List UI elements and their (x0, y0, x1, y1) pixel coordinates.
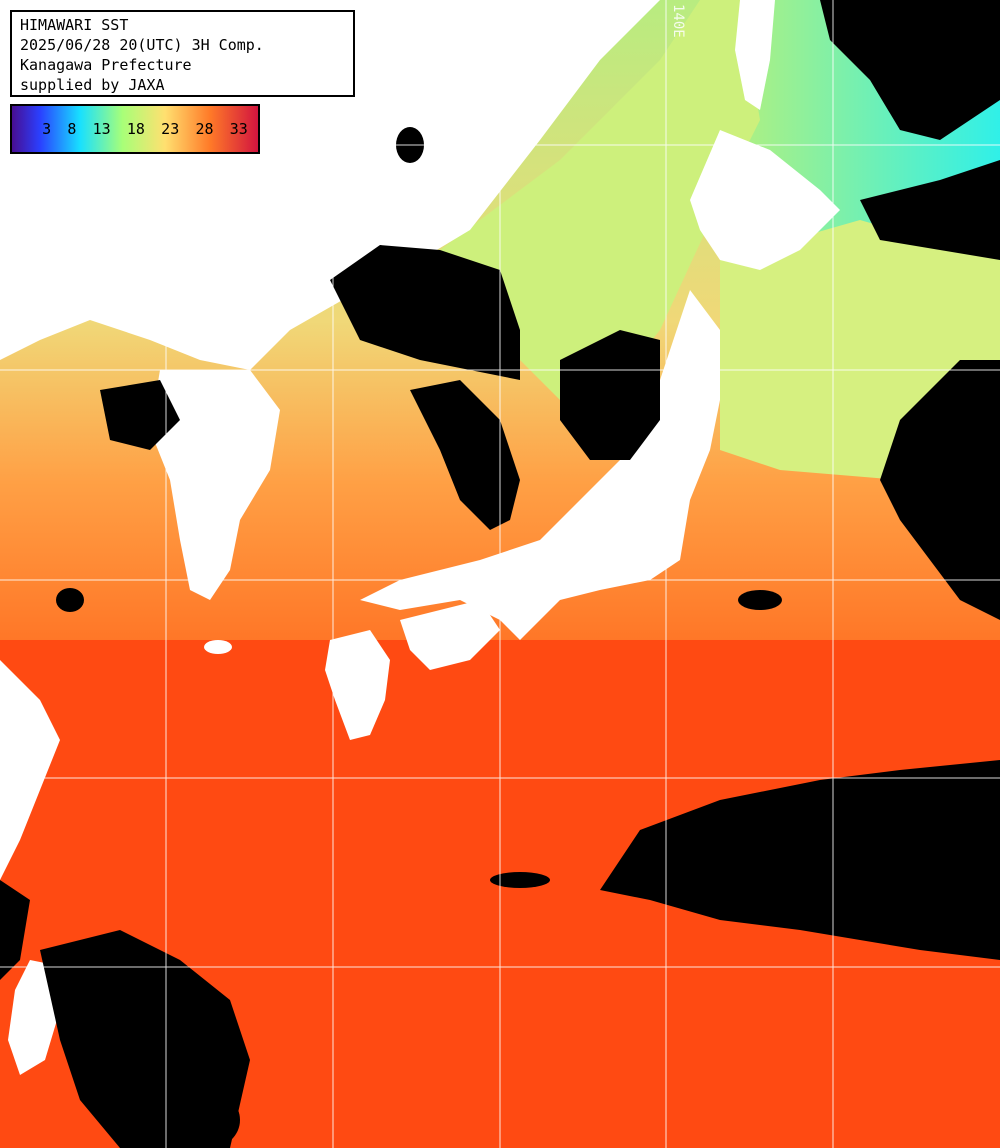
sst-colorbar: 3 8 13 18 23 28 33 (10, 104, 260, 154)
cloud-northeast (820, 0, 1000, 140)
korean-peninsula-land (150, 370, 280, 600)
honshu-land (360, 290, 720, 640)
map-info-box: HIMAWARI SST 2025/06/28 20(UTC) 3H Comp.… (10, 10, 355, 97)
cloud-yellow-sea (100, 380, 180, 450)
colorbar-tick: 13 (92, 120, 111, 138)
cloud-patch-d (180, 1092, 240, 1148)
cool-sea-sea-of-japan (440, 0, 760, 400)
cloud-east-china-sea-south (40, 930, 250, 1148)
colorbar-tick: 8 (67, 120, 77, 138)
china-coast-land (0, 660, 60, 880)
map-supplier: supplied by JAXA (20, 76, 165, 94)
map-region: Kanagawa Prefecture (20, 56, 192, 74)
taiwan-land (8, 960, 60, 1075)
longitude-label-140e: 140E (670, 4, 686, 38)
colorbar-tick: 3 (42, 120, 52, 138)
jeju-island-land (204, 640, 232, 654)
cloud-left-edge (0, 880, 30, 980)
colorbar-tick: 18 (126, 120, 145, 138)
hokkaido-land (690, 130, 840, 270)
cloud-patch-c (490, 872, 550, 888)
map-datetime: 2025/06/28 20(UTC) 3H Comp. (20, 36, 264, 54)
cloud-patch-b (738, 590, 782, 610)
cloud-kuril (860, 160, 1000, 260)
cloud-patch-a (56, 588, 84, 612)
colorbar-tick: 23 (161, 120, 180, 138)
colorbar-tick: 33 (229, 120, 248, 138)
sakhalin-land (735, 0, 775, 110)
map-title: HIMAWARI SST (20, 16, 129, 34)
cloud-noto (560, 330, 660, 460)
cloud-pacific-east (880, 360, 1000, 620)
kyushu-land (325, 630, 390, 740)
cloud-pacific-band (600, 760, 1000, 960)
shikoku-land (400, 600, 500, 670)
colorbar-tick: 28 (195, 120, 214, 138)
cloud-korea-strait (410, 380, 520, 530)
colorbar-gradient (10, 104, 260, 154)
cloud-sea-of-japan (330, 245, 520, 380)
